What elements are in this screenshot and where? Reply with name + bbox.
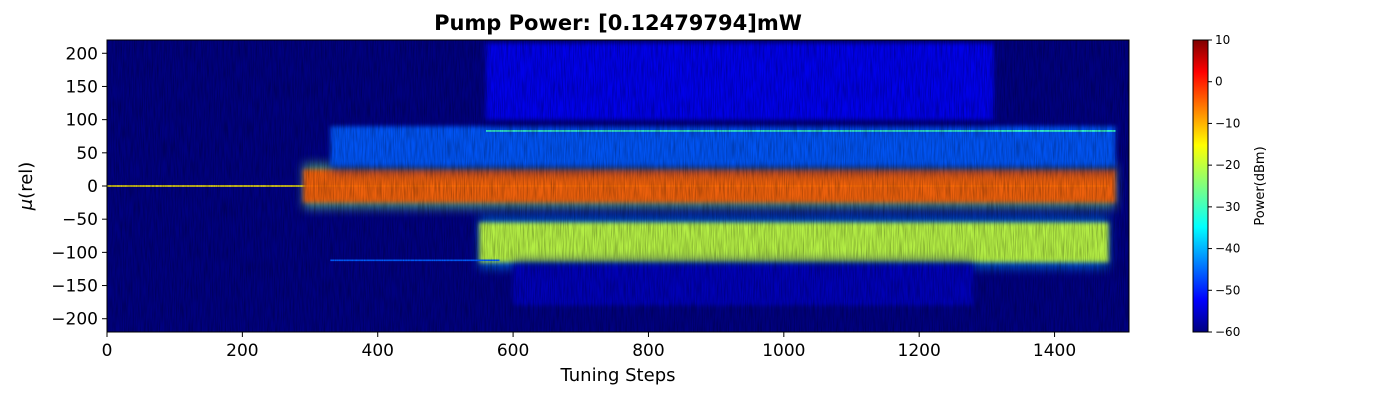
colorbar-tick-label: 10 <box>1215 33 1230 47</box>
colorbar-ticks: 10 0 −10 −20 −30 −40 −50 −60 <box>1208 33 1240 339</box>
colorbar-tick-label: −30 <box>1215 200 1240 214</box>
chart-title: Pump Power: [0.12479794]mW <box>434 11 802 35</box>
plot-area <box>107 40 1129 332</box>
colorbar <box>1192 39 1209 333</box>
y-tick-label: 50 <box>76 144 98 164</box>
y-axis-label: μ(rel) <box>16 162 37 212</box>
x-tick-label: 200 <box>226 341 258 361</box>
x-tick-label: 800 <box>632 341 664 361</box>
y-axis: 200 150 100 50 0 −50 −100 −150 −200 <box>51 44 107 330</box>
y-axis-label-symbol: μ <box>16 199 37 211</box>
speckle-overlay <box>107 40 1129 332</box>
colorbar-tick-label: −10 <box>1215 116 1240 130</box>
y-tick-label: −200 <box>51 310 98 330</box>
y-tick-label: −100 <box>51 243 98 263</box>
y-tick-label: −50 <box>62 210 98 230</box>
x-tick-label: 1000 <box>762 341 805 361</box>
x-tick-label: 600 <box>497 341 529 361</box>
colorbar-label: Power(dBm) <box>1253 146 1268 225</box>
x-axis: 0 200 400 600 800 1000 1200 1400 <box>102 332 1076 361</box>
x-tick-label: 400 <box>362 341 394 361</box>
x-tick-label: 0 <box>102 341 113 361</box>
colorbar-tick-label: −50 <box>1215 283 1240 297</box>
y-axis-label-suffix: (rel) <box>16 162 37 199</box>
colorbar-tick-label: 0 <box>1215 75 1223 89</box>
x-tick-label: 1200 <box>898 341 941 361</box>
y-tick-label: 0 <box>87 177 98 197</box>
x-axis-label: Tuning Steps <box>560 365 676 386</box>
colorbar-tick-label: −60 <box>1215 325 1240 339</box>
y-tick-label: −150 <box>51 277 98 297</box>
colorbar-tick-label: −40 <box>1215 242 1240 256</box>
y-tick-label: 100 <box>66 111 98 131</box>
y-tick-label: 200 <box>66 44 98 64</box>
colorbar-tick-label: −20 <box>1215 158 1240 172</box>
x-tick-label: 1400 <box>1033 341 1076 361</box>
y-tick-label: 150 <box>66 77 98 97</box>
